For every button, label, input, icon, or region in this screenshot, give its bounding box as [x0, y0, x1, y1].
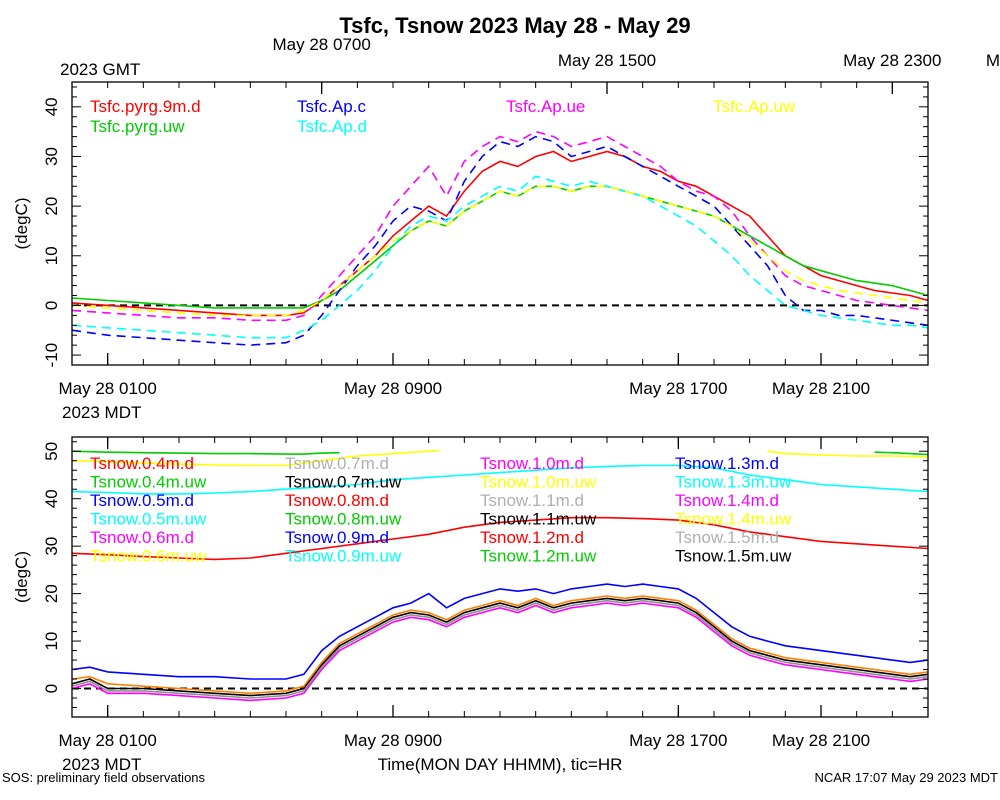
legend-item-tsfc-ap-uw: Tsfc.Ap.uw [713, 97, 796, 116]
tsfc-ytick-label: -10 [42, 343, 61, 368]
legend-item-tsnow-0-8m-d: Tsnow.0.8m.d [285, 491, 389, 510]
legend-item-tsfc-pyrg-9m-d: Tsfc.pyrg.9m.d [90, 97, 201, 116]
tsfc-panel: Tsfc.pyrg.9m.dTsfc.pyrg.uwTsfc.Ap.cTsfc.… [12, 35, 1000, 422]
legend-item-tsnow-0-4m-d: Tsnow.0.4m.d [90, 454, 194, 473]
tsfc-xtick-label-gmt: May 28 0700 [273, 35, 371, 54]
series-line-tsnow-0-6m-uw [72, 449, 440, 467]
tsfc-ytick-label: 20 [42, 197, 61, 216]
tsfc-xtick-label-mdt: May 28 1700 [629, 379, 727, 398]
legend-item-tsnow-1-3m-uw: Tsnow.1.3m.uw [675, 473, 792, 492]
tsnow-xtick-label-mdt: May 28 1700 [629, 731, 727, 750]
tsfc-xtick-label-mdt: May 28 0900 [344, 379, 442, 398]
tsfc-plot-marks [72, 130, 928, 346]
footer-right: NCAR 17:07 May 29 2023 MDT [814, 770, 998, 785]
series-line-tsnow-0-8m-d [72, 516, 928, 561]
legend-item-tsnow-0-5m-uw: Tsnow.0.5m.uw [90, 510, 207, 529]
series-line-tsnow-mid-orange [72, 595, 928, 695]
legend-item-tsnow-0-6m-uw: Tsnow.0.6m.uw [90, 547, 207, 566]
legend-item-tsnow-0-7m-uw: Tsnow.0.7m.uw [285, 473, 402, 492]
legend-item-tsnow-1-3m-d: Tsnow.1.3m.d [675, 454, 779, 473]
tsfc-xtick-label-mdt: May 28 2100 [772, 379, 870, 398]
legend-item-tsnow-1-1m-uw: Tsnow.1.1m.uw [480, 510, 597, 529]
series-line-tsfc-ap-c [72, 135, 928, 346]
series-line-tsnow-0-4m-uw-b [874, 451, 928, 456]
legend-item-tsnow-0-9m-uw: Tsnow.0.9m.uw [285, 547, 402, 566]
series-line-tsnow-0-6m-uw-b [767, 450, 928, 458]
series-line-tsnow-0-4m-uw [72, 450, 340, 455]
legend-item-tsnow-0-4m-uw: Tsnow.0.4m.uw [90, 473, 207, 492]
legend-item-tsnow-0-8m-uw: Tsnow.0.8m.uw [285, 510, 402, 529]
tsnow-xtick-sublabel-mdt: 2023 MDT [62, 755, 141, 774]
tsfc-xtick-label-gmt: May 28 2300 [843, 51, 941, 70]
series-line-tsnow-mid-black [72, 597, 928, 697]
series-line-tsnow-0-5m-d [72, 583, 928, 680]
tsnow-legend: Tsnow.0.4m.dTsnow.0.4m.uwTsnow.0.5m.dTsn… [90, 454, 792, 566]
tsfc-xtick-sublabel-gmt: 2023 GMT [60, 60, 140, 79]
tsfc-xtick-label-gmt: May 29 0300 [986, 51, 1000, 70]
x-axis-label: Time(MON DAY HHMM), tic=HR [378, 755, 623, 774]
series-line-tsnow-mid-gray [72, 599, 928, 699]
tsnow-xtick-label-mdt: May 28 2100 [772, 731, 870, 750]
series-line-tsfc-ap-ue [72, 130, 928, 322]
legend-item-tsnow-1-1m-d: Tsnow.1.1m.d [480, 491, 584, 510]
legend-item-tsnow-1-5m-uw: Tsnow.1.5m.uw [675, 547, 792, 566]
tsfc-series-group [72, 130, 928, 346]
tsnow-ytick-label: 10 [42, 632, 61, 651]
series-line-tsfc-pyrg-uw [72, 185, 928, 309]
tsnow-ytick-label: 40 [42, 489, 61, 508]
figure-title: Tsfc, Tsnow 2023 May 28 - May 29 [339, 13, 690, 38]
legend-item-tsfc-ap-c: Tsfc.Ap.c [297, 97, 366, 116]
legend-item-tsnow-1-2m-uw: Tsnow.1.2m.uw [480, 547, 597, 566]
legend-item-tsnow-0-6m-d: Tsnow.0.6m.d [90, 528, 194, 547]
tsnow-ytick-label: 30 [42, 537, 61, 556]
series-line-tsfc-ap-d [72, 175, 928, 339]
footer-left: SOS: preliminary field observations [2, 770, 206, 785]
legend-item-tsfc-ap-d: Tsfc.Ap.d [297, 117, 367, 136]
series-line-tsnow-1-3m-uw [72, 464, 928, 495]
tsfc-xtick-label-mdt: May 28 0100 [59, 379, 157, 398]
series-line-tsfc-pyrg-9m-d [72, 150, 928, 317]
legend-item-tsnow-1-4m-d: Tsnow.1.4m.d [675, 491, 779, 510]
legend-item-tsnow-1-4m-uw: Tsnow.1.4m.uw [675, 510, 792, 529]
legend-item-tsnow-1-0m-d: Tsnow.1.0m.d [480, 454, 584, 473]
legend-item-tsnow-0-5m-d: Tsnow.0.5m.d [90, 491, 194, 510]
tsfc-xtick-label-gmt: May 28 1500 [558, 51, 656, 70]
legend-item-tsfc-pyrg-uw: Tsfc.pyrg.uw [90, 117, 185, 136]
tsfc-legend: Tsfc.pyrg.9m.dTsfc.pyrg.uwTsfc.Ap.cTsfc.… [90, 97, 796, 136]
legend-item-tsnow-0-9m-d: Tsnow.0.9m.d [285, 528, 389, 547]
tsnow-ytick-label: 0 [42, 684, 61, 693]
legend-item-tsnow-0-7m-d: Tsnow.0.7m.d [285, 454, 389, 473]
tsnow-xtick-label-mdt: May 28 0100 [59, 731, 157, 750]
legend-item-tsnow-1-0m-uw: Tsnow.1.0m.uw [480, 473, 597, 492]
tsnow-y-axis-label: (degC) [12, 551, 31, 603]
tsnow-panel: Tsnow.0.4m.dTsnow.0.4m.uwTsnow.0.5m.dTsn… [12, 436, 929, 774]
tsfc-ytick-label: 0 [42, 301, 61, 310]
tsfc-ytick-label: 10 [42, 246, 61, 265]
legend-item-tsnow-1-5m-d: Tsnow.1.5m.d [675, 528, 779, 547]
tsnow-ytick-label: 20 [42, 584, 61, 603]
tsnow-axes: 0 10 20 30 40 50 (degC) May 28 0100 2023 MDT May … [12, 436, 929, 774]
tsnow-xtick-label-mdt: May 28 0900 [344, 731, 442, 750]
series-line-tsnow-mid-magenta [72, 602, 928, 702]
tsfc-ytick-label: 40 [42, 97, 61, 116]
tsfc-axes: -10 0 10 20 30 40 (degC) May 28 0100 2023 MDT May… [12, 35, 1000, 422]
tsnow-series-group [72, 449, 928, 702]
legend-item-tsnow-1-2m-d: Tsnow.1.2m.d [480, 528, 584, 547]
tsfc-plot-frame [71, 81, 929, 366]
tsfc-y-axis-label: (degC) [12, 198, 31, 250]
tsnow-plot-marks [72, 449, 928, 702]
tsfc-xtick-sublabel-mdt: 2023 MDT [62, 403, 141, 422]
series-line-tsfc-ap-uw [72, 185, 928, 317]
tsfc-ytick-label: 30 [42, 147, 61, 166]
legend-item-tsfc-ap-ue: Tsfc.Ap.ue [506, 97, 585, 116]
tsnow-ytick-label: 50 [42, 442, 61, 461]
